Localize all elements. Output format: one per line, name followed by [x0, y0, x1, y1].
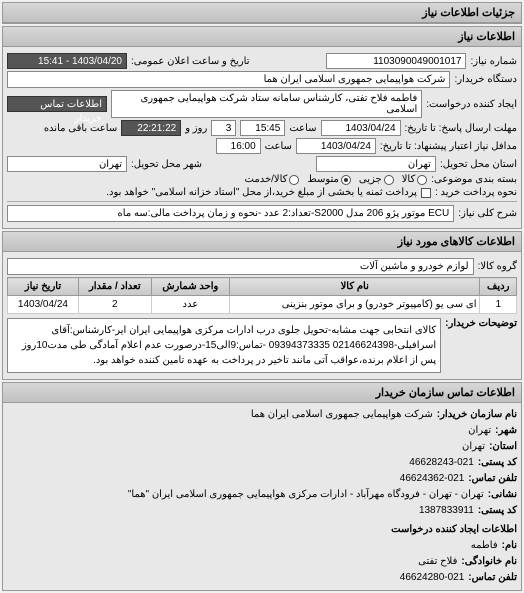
lastname-label: نام خانوادگی:: [461, 554, 517, 570]
items-table: ردیف نام کالا واحد شمارش تعداد / مقدار ت…: [7, 277, 517, 314]
province-field: تهران: [316, 156, 436, 172]
province-label: استان محل تحویل:: [440, 159, 517, 170]
postcode-label: کد پستی:: [478, 503, 517, 519]
table-row: 1 ای سی یو (کامپیوتر خودرو) و برای موتور…: [8, 296, 517, 314]
th-name: نام کالا: [230, 278, 480, 296]
name-label: نام:: [502, 538, 517, 554]
group-label: گروه کالا:: [478, 261, 517, 272]
lastname-value: فلاح تفتی: [418, 554, 457, 570]
cell-name: ای سی یو (کامپیوتر خودرو) و برای موتور ب…: [230, 296, 480, 314]
cell-idx: 1: [480, 296, 517, 314]
name-value: فاطمه: [471, 538, 498, 554]
contact-phone-label: تلفن تماس:: [468, 570, 517, 586]
desc-label: شرح کلی نیاز:: [458, 208, 517, 219]
remaining-label: روز و: [185, 123, 207, 134]
buyer-org-label: دستگاه خریدار:: [454, 74, 517, 85]
org-name-value: شرکت هواپیمایی جمهوری اسلامی ایران هما: [251, 407, 433, 423]
cell-date: 1403/04/24: [8, 296, 79, 314]
contact-buyer-button[interactable]: اطلاعات تماس خریدار: [7, 96, 107, 112]
time-label-2: ساعت: [265, 141, 292, 152]
section1-header: اطلاعات نیاز: [3, 27, 521, 47]
radio-motavasset[interactable]: [341, 175, 351, 185]
payment-label: نحوه پرداخت خرید :: [435, 187, 517, 198]
request-no-field: 1103090049001017: [326, 53, 466, 69]
radio-kala-khedmat[interactable]: [289, 175, 299, 185]
remaining-label2: ساعت باقی مانده: [44, 123, 117, 134]
requester-field: فاطمه فلاح تفتی، کارشناس سامانه ستاد شرک…: [111, 90, 422, 118]
validity-label: مدافل نیاز اعتبار پیشنهاد: تا تاریخ:: [380, 141, 517, 152]
buyer-org-field: شرکت هواپیمایی جمهوری اسلامی ایران هما: [7, 71, 450, 88]
creator-section-label: اطلاعات ایجاد کننده درخواست: [391, 522, 517, 538]
buyer-desc-label: توضیحات خریدار:: [445, 318, 517, 329]
contact-province-label: استان:: [489, 439, 517, 455]
contact-phone-value: 46624280-021: [400, 570, 465, 586]
time-remaining-field: 22:21:22: [121, 120, 181, 136]
radio-jozi[interactable]: [384, 175, 394, 185]
section2-header: اطلاعات کالاهای مورد نیاز: [3, 232, 521, 252]
th-date: تاریخ نیاز: [8, 278, 79, 296]
postal-label: کد پستی:: [478, 455, 517, 471]
org-name-label: نام سازمان خریدار:: [437, 407, 517, 423]
time-label-1: ساعت: [289, 123, 316, 134]
request-no-label: شماره نیاز:: [470, 56, 517, 67]
deadline-date-field: 1403/04/24: [321, 120, 401, 136]
address-value: تهران - تهران - فرودگاه مهرآباد - ادارات…: [128, 487, 484, 503]
deadline-label: مهلت ارسال پاسخ: تا تاریخ:: [405, 123, 517, 134]
buyer-desc-box: کالای انتخابی جهت مشابه-تحویل جلوی درب ا…: [7, 318, 441, 373]
validity-date-field: 1403/04/24: [296, 138, 376, 154]
city-field: تهران: [7, 156, 127, 172]
days-remaining-field: 3: [211, 120, 236, 136]
payment-checkbox[interactable]: [421, 188, 431, 198]
announce-datetime-field: 1403/04/20 - 15:41: [7, 53, 127, 69]
deadline-time-field: 15:45: [240, 120, 285, 136]
phone-value: 46624362-021: [400, 471, 465, 487]
package-radio-group: کالا جزیی متوسط کالا/خدمت: [245, 174, 428, 185]
section3-header: اطلاعات تماس سازمان خریدار: [3, 383, 521, 403]
requester-label: ایجاد کننده درخواست:: [426, 99, 517, 110]
announce-label: تاریخ و ساعت اعلان عمومی:: [131, 56, 250, 67]
group-field: لوازم خودرو و ماشین آلات: [7, 258, 474, 275]
postal-value: 46628243-021: [409, 455, 474, 471]
radio-kala[interactable]: [417, 175, 427, 185]
payment-note: پرداخت ثمنه یا بخشی از مبلغ خرید،از محل …: [106, 187, 417, 198]
contact-city-value: تهران: [468, 423, 491, 439]
cell-dash: عدد: [151, 296, 229, 314]
phone-label: تلفن تماس:: [468, 471, 517, 487]
main-header: جزئیات اطلاعات نیاز: [3, 3, 521, 23]
address-label: نشانی:: [488, 487, 517, 503]
validity-time-field: 16:00: [216, 138, 261, 154]
contact-city-label: شهر:: [495, 423, 517, 439]
th-qty: تعداد / مقدار: [78, 278, 151, 296]
package-label: بسته بندی موضوعی:: [431, 174, 517, 185]
cell-qty: 2: [78, 296, 151, 314]
th-unit: واحد شمارش: [151, 278, 229, 296]
desc-field: ECU موتور پژو 206 مدل S2000-تعداد:2 عدد …: [7, 205, 454, 222]
city-label: شهر محل تحویل:: [131, 159, 202, 170]
contact-province-value: تهران: [462, 439, 485, 455]
postcode-value: 1387833911: [419, 503, 474, 519]
th-row: ردیف: [480, 278, 517, 296]
